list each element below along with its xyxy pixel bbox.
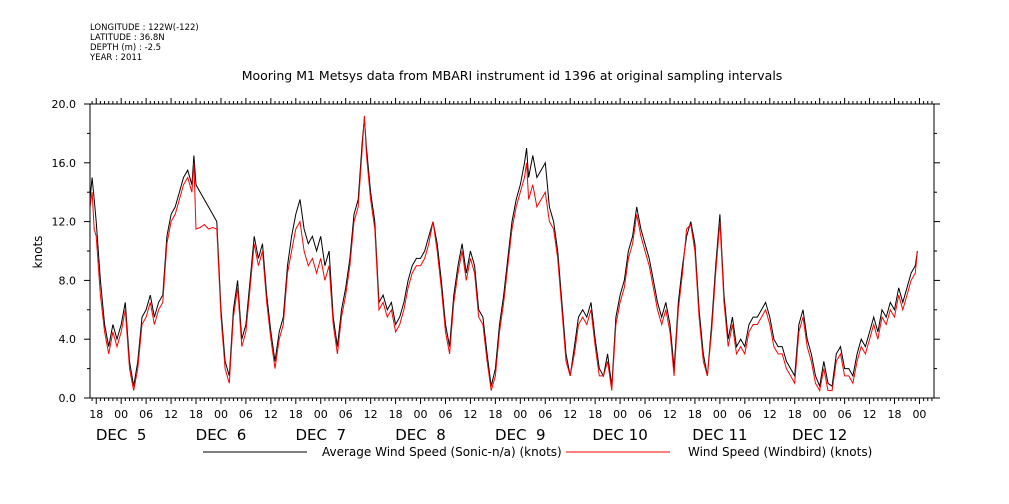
day-label: DEC 11 bbox=[692, 426, 747, 444]
legend: Average Wind Speed (Sonic-n/a) (knots) W… bbox=[203, 445, 872, 459]
x-tick-label: 00 bbox=[713, 408, 727, 421]
x-tick-label: 12 bbox=[763, 408, 777, 421]
plot-frame bbox=[89, 103, 935, 399]
x-tick-label: 18 bbox=[189, 408, 203, 421]
x-tick-label: 00 bbox=[414, 408, 428, 421]
day-label: DEC 5 bbox=[96, 426, 147, 444]
chart-title: Mooring M1 Metsys data from MBARI instru… bbox=[242, 68, 783, 83]
series-line-sonic bbox=[89, 118, 918, 389]
series-line-windbird bbox=[89, 115, 918, 393]
x-tick-label: 06 bbox=[738, 408, 752, 421]
x-tick-label: 18 bbox=[289, 408, 303, 421]
meta-longitude: LONGITUDE : 122W(-122) bbox=[90, 23, 199, 33]
x-axis-ticks: 18 00 06 12 18 00 06 12 18 00 06 12 18 00 06 12 18 00 06 12… bbox=[89, 98, 933, 444]
x-tick-label: 00 bbox=[813, 408, 827, 421]
x-tick-label: 18 bbox=[688, 408, 702, 421]
meta-latitude: LATITUDE : 36.8N bbox=[90, 33, 165, 43]
x-tick-label: 00 bbox=[912, 408, 926, 421]
x-tick-label: 18 bbox=[788, 408, 802, 421]
y-axis-label: knots bbox=[31, 236, 45, 269]
x-tick-label: 00 bbox=[613, 408, 627, 421]
x-tick-label: 00 bbox=[214, 408, 228, 421]
x-tick-label: 12 bbox=[863, 408, 877, 421]
x-tick-label: 00 bbox=[114, 408, 128, 421]
x-tick-label: 18 bbox=[389, 408, 403, 421]
day-label: DEC 8 bbox=[395, 426, 446, 444]
x-tick-label: 00 bbox=[513, 408, 527, 421]
meta-depth: DEPTH (m) : -2.5 bbox=[90, 43, 161, 53]
x-tick-label: 12 bbox=[463, 408, 477, 421]
legend-label-windbird: Wind Speed (Windbird) (knots) bbox=[688, 445, 872, 459]
x-tick-label: 18 bbox=[588, 408, 602, 421]
y-tick-label: 20.0 bbox=[52, 98, 77, 111]
x-tick-label: 06 bbox=[339, 408, 353, 421]
x-tick-label: 06 bbox=[139, 408, 153, 421]
x-tick-label: 12 bbox=[663, 408, 677, 421]
x-tick-label: 12 bbox=[164, 408, 178, 421]
x-tick-label: 06 bbox=[838, 408, 852, 421]
legend-label-sonic: Average Wind Speed (Sonic-n/a) (knots) bbox=[322, 445, 562, 459]
day-label: DEC 6 bbox=[196, 426, 247, 444]
day-label: DEC 7 bbox=[295, 426, 346, 444]
x-tick-label: 12 bbox=[563, 408, 577, 421]
x-tick-label: 12 bbox=[364, 408, 378, 421]
x-tick-label: 06 bbox=[638, 408, 652, 421]
y-tick-label: 12.0 bbox=[52, 216, 77, 229]
y-tick-label: 4.0 bbox=[59, 333, 77, 346]
day-label: DEC 9 bbox=[495, 426, 546, 444]
day-label: DEC 12 bbox=[792, 426, 847, 444]
y-tick-label: 0.0 bbox=[59, 392, 77, 405]
y-tick-label: 8.0 bbox=[59, 274, 77, 287]
x-tick-label: 18 bbox=[888, 408, 902, 421]
y-tick-label: 16.0 bbox=[52, 157, 77, 170]
x-tick-label: 06 bbox=[438, 408, 452, 421]
x-tick-label: 00 bbox=[314, 408, 328, 421]
y-axis-ticks: 0.0 4.0 8.0 12.0 16.0 20.0 bbox=[52, 98, 940, 405]
plot-border bbox=[89, 103, 935, 399]
x-tick-label: 06 bbox=[538, 408, 552, 421]
series-layer bbox=[89, 115, 918, 393]
day-label: DEC 10 bbox=[592, 426, 647, 444]
metadata-block: LONGITUDE : 122W(-122) LATITUDE : 36.8N … bbox=[89, 23, 199, 63]
x-tick-label: 18 bbox=[488, 408, 502, 421]
x-tick-label: 18 bbox=[89, 408, 103, 421]
x-tick-label: 12 bbox=[264, 408, 278, 421]
meta-year: YEAR : 2011 bbox=[89, 53, 142, 63]
x-tick-label: 06 bbox=[239, 408, 253, 421]
